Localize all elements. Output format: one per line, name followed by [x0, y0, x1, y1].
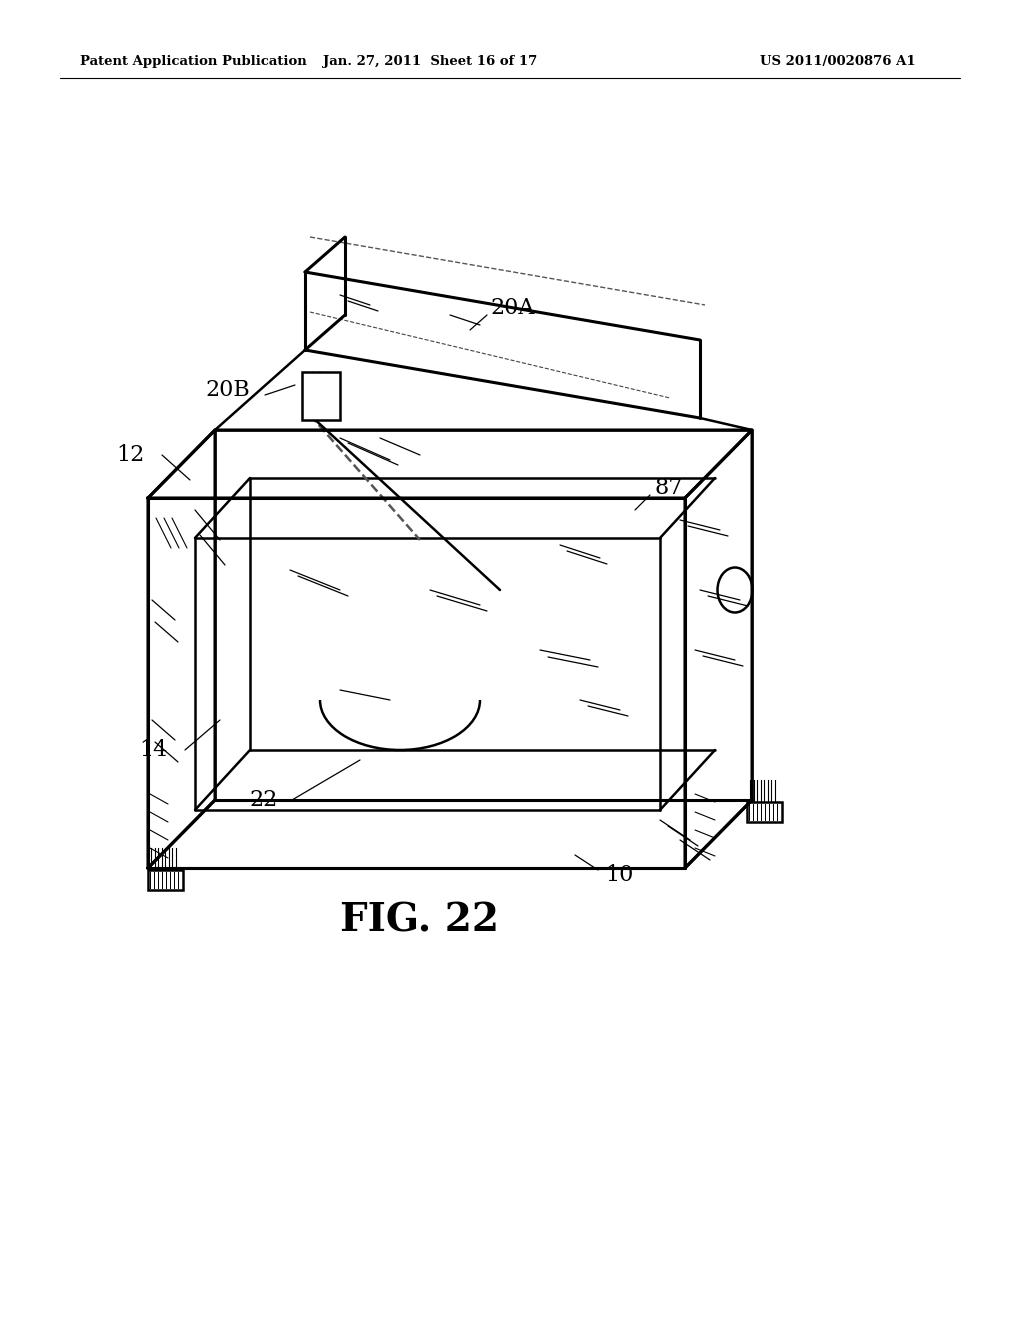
Text: 14: 14	[139, 739, 168, 762]
Text: 10: 10	[605, 865, 634, 886]
Text: US 2011/0020876 A1: US 2011/0020876 A1	[760, 55, 915, 69]
Text: 20B: 20B	[205, 379, 250, 401]
Text: FIG. 22: FIG. 22	[340, 902, 499, 939]
Text: 20A: 20A	[490, 297, 535, 319]
FancyBboxPatch shape	[302, 372, 340, 420]
Text: Jan. 27, 2011  Sheet 16 of 17: Jan. 27, 2011 Sheet 16 of 17	[323, 55, 538, 69]
Text: 22: 22	[250, 789, 278, 810]
Text: Patent Application Publication: Patent Application Publication	[80, 55, 307, 69]
Text: 12: 12	[117, 444, 145, 466]
Text: 87: 87	[655, 477, 683, 499]
